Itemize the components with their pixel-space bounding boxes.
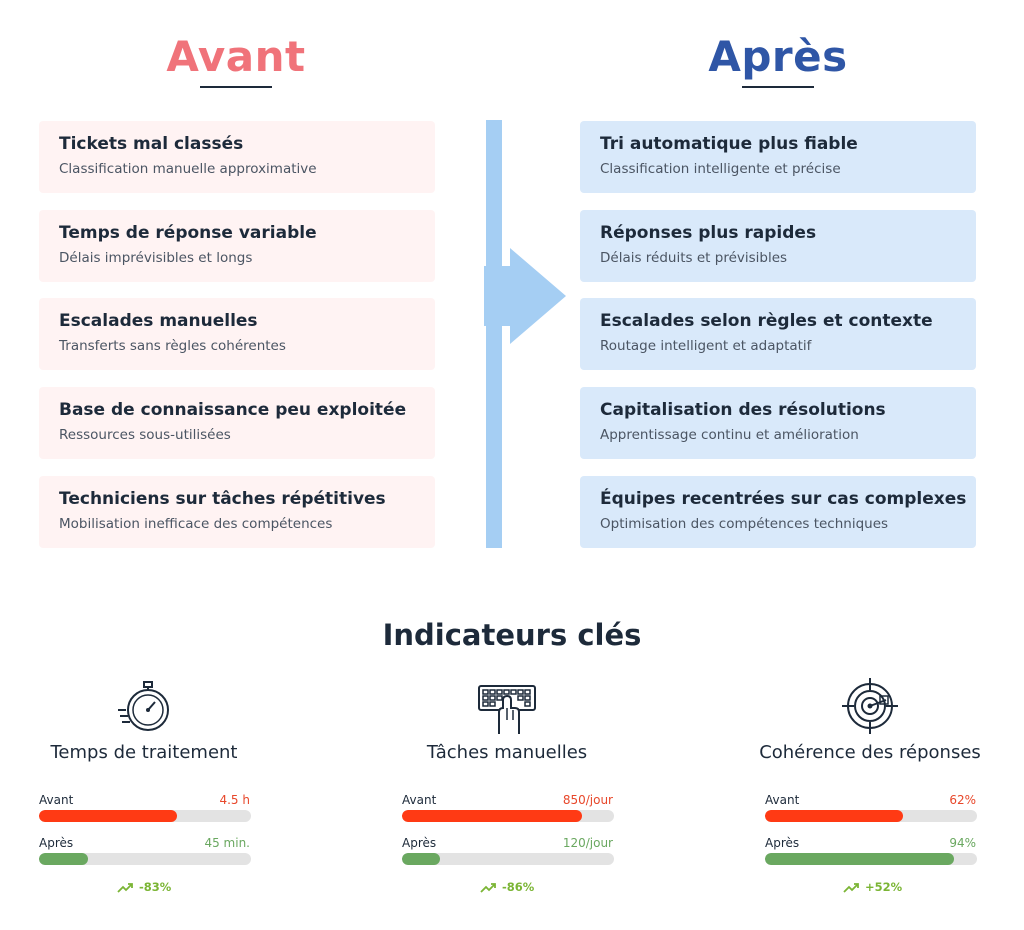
kpi-name: Cohérence des réponses bbox=[759, 742, 981, 763]
target-icon bbox=[842, 678, 898, 734]
after-card-title: Capitalisation des résolutions bbox=[600, 400, 886, 420]
before-card-title: Base de connaissance peu exploitée bbox=[59, 400, 407, 420]
before-card-subtitle: Transferts sans règles cohérentes bbox=[59, 338, 286, 354]
before-bar-track bbox=[765, 810, 977, 822]
after-card-title: Équipes recentrées sur cas complexes bbox=[600, 489, 967, 509]
before-bar-label: Avant bbox=[402, 793, 437, 807]
after-card-title: Escalades selon règles et contexte bbox=[600, 311, 933, 331]
after-card-title: Tri automatique plus fiable bbox=[600, 134, 858, 154]
before-card-subtitle: Délais imprévisibles et longs bbox=[59, 250, 253, 266]
after-card-title: Réponses plus rapides bbox=[600, 223, 817, 243]
after-bar-value: 94% bbox=[949, 836, 976, 850]
before-bar-fill bbox=[402, 810, 583, 822]
before-bar-value: 850/jour bbox=[562, 793, 613, 807]
after-bar-label: Après bbox=[765, 836, 800, 850]
before-card-subtitle: Ressources sous-utilisées bbox=[59, 427, 231, 443]
delta-value: -86% bbox=[502, 880, 535, 894]
before-card: Temps de réponse variable Délais imprévi… bbox=[39, 210, 435, 282]
after-title-underline bbox=[742, 86, 814, 88]
after-card: Tri automatique plus fiable Classificati… bbox=[580, 121, 976, 193]
after-bar-label: Après bbox=[39, 836, 74, 850]
after-bar-track bbox=[402, 853, 614, 865]
after-bar-value: 45 min. bbox=[204, 836, 250, 850]
kpi-name: Tâches manuelles bbox=[426, 742, 588, 763]
before-column-title: Avant bbox=[166, 32, 306, 81]
after-card: Réponses plus rapides Délais réduits et … bbox=[580, 210, 976, 282]
delta-value: -83% bbox=[139, 880, 172, 894]
delta-badge: +52% bbox=[843, 880, 902, 894]
after-bar-label: Après bbox=[402, 836, 437, 850]
before-bar-value: 4.5 h bbox=[219, 793, 250, 807]
after-card-subtitle: Délais réduits et prévisibles bbox=[600, 250, 788, 266]
after-bar-track bbox=[765, 853, 977, 865]
center-divider bbox=[486, 120, 502, 548]
before-card: Base de connaissance peu exploitée Resso… bbox=[39, 387, 435, 459]
before-card: Techniciens sur tâches répétitives Mobil… bbox=[39, 476, 435, 548]
arrow-right-icon bbox=[484, 248, 566, 344]
after-card-subtitle: Classification intelligente et précise bbox=[600, 161, 841, 177]
before-card-title: Techniciens sur tâches répétitives bbox=[59, 489, 386, 509]
before-bar-fill bbox=[39, 810, 177, 822]
after-card: Capitalisation des résolutions Apprentis… bbox=[580, 387, 976, 459]
after-bar-fill bbox=[765, 853, 954, 865]
before-card-subtitle: Mobilisation inefficace des compétences bbox=[59, 516, 333, 532]
kpi-heading: Indicateurs clés bbox=[382, 618, 642, 652]
delta-badge: -83% bbox=[117, 880, 171, 894]
delta-badge: -86% bbox=[480, 880, 534, 894]
after-card-subtitle: Apprentissage continu et amélioration bbox=[600, 427, 859, 443]
after-bar-value: 120/jour bbox=[562, 836, 613, 850]
delta-value: +52% bbox=[865, 880, 903, 894]
after-card: Équipes recentrées sur cas complexes Opt… bbox=[580, 476, 976, 548]
after-card-subtitle: Optimisation des compétences techniques bbox=[600, 516, 889, 532]
after-bar-fill bbox=[402, 853, 441, 865]
before-bar-fill bbox=[765, 810, 903, 822]
after-bar-fill bbox=[39, 853, 88, 865]
stopwatch-icon bbox=[118, 681, 169, 731]
before-bar-track bbox=[39, 810, 251, 822]
trend-arrow-icon bbox=[117, 882, 133, 893]
trend-arrow-icon bbox=[843, 882, 859, 893]
before-bar-value: 62% bbox=[949, 793, 976, 807]
before-bar-label: Avant bbox=[39, 793, 74, 807]
before-card-title: Temps de réponse variable bbox=[59, 223, 317, 243]
after-card: Escalades selon règles et contexte Routa… bbox=[580, 298, 976, 370]
kpi-name: Temps de traitement bbox=[50, 742, 238, 763]
after-card-subtitle: Routage intelligent et adaptatif bbox=[600, 338, 812, 354]
before-card: Tickets mal classés Classification manue… bbox=[39, 121, 435, 193]
before-card-subtitle: Classification manuelle approximative bbox=[59, 161, 317, 177]
before-bar-track bbox=[402, 810, 614, 822]
after-column-title: Après bbox=[708, 32, 848, 81]
before-card-title: Tickets mal classés bbox=[59, 134, 244, 154]
before-title-underline bbox=[200, 86, 272, 88]
before-bar-label: Avant bbox=[765, 793, 800, 807]
before-card: Escalades manuelles Transferts sans règl… bbox=[39, 298, 435, 370]
before-card-title: Escalades manuelles bbox=[59, 311, 258, 331]
trend-arrow-icon bbox=[480, 882, 496, 893]
after-bar-track bbox=[39, 853, 251, 865]
keyboard-hand-icon bbox=[478, 685, 536, 734]
